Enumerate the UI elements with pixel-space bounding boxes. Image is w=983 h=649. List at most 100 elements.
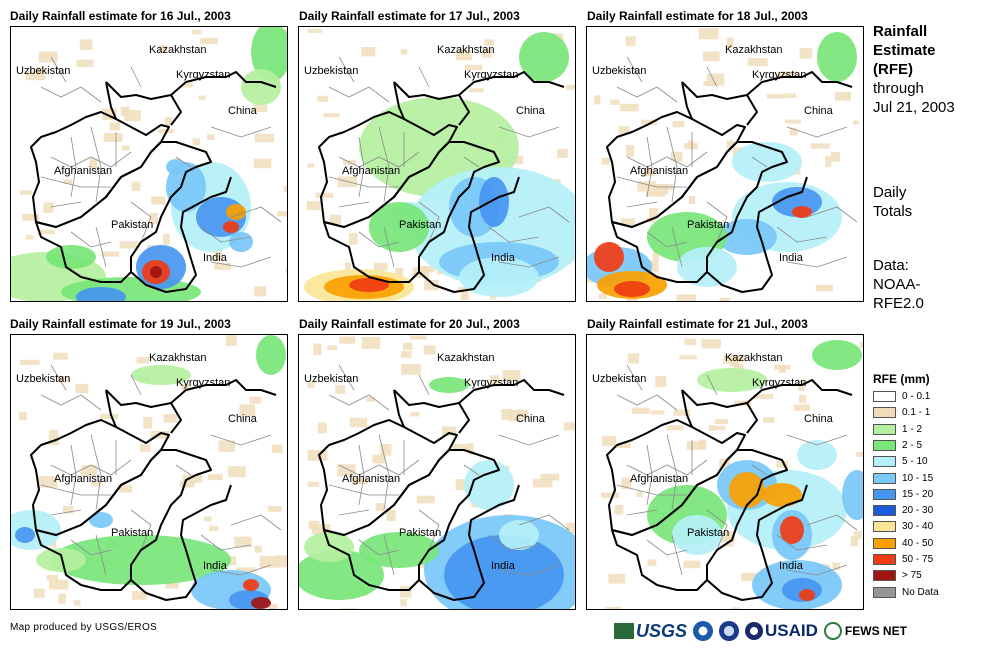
trace-rain-cell	[641, 119, 658, 125]
trace-rain-cell	[645, 191, 665, 197]
trace-rain-cell	[372, 454, 386, 464]
trace-rain-cell	[76, 59, 94, 68]
rainfall-area	[812, 340, 862, 370]
trace-rain-cell	[566, 522, 575, 534]
admin-boundary	[463, 464, 480, 476]
admin-boundary	[50, 201, 82, 208]
rainfall-area	[89, 512, 113, 528]
country-label-india: India	[491, 252, 515, 264]
rainfall-area	[349, 278, 389, 292]
admin-boundary	[358, 231, 400, 248]
trace-rain-cell	[605, 606, 622, 609]
trace-rain-cell	[666, 425, 684, 431]
trace-rain-cell	[132, 591, 147, 600]
trace-rain-cell	[121, 145, 130, 151]
trace-rain-cell	[38, 229, 55, 235]
trace-rain-cell	[209, 525, 219, 532]
country-label-afghanistan: Afghanistan	[54, 165, 113, 177]
trace-rain-cell	[835, 91, 851, 101]
country-label-china: China	[804, 413, 833, 425]
admin-boundary	[40, 86, 102, 103]
trace-rain-cell	[214, 262, 232, 270]
title-line-2: Estimate	[873, 42, 936, 59]
panel-title-16: Daily Rainfall estimate for 16 Jul., 200…	[10, 9, 231, 23]
legend-title: RFE (mm)	[873, 372, 930, 386]
admin-boundary	[706, 374, 718, 396]
rainfall-map-20: Kazakhstan Uzbekistan Kyrgyzstan China Afgha…	[298, 334, 576, 610]
country-label-kyrgyzstan: Kyrgyzstan	[464, 377, 519, 389]
data-line-3: RFE2.0	[873, 295, 924, 312]
admin-boundary	[210, 256, 272, 268]
trace-rain-cell	[563, 422, 575, 431]
rainfall-area	[166, 159, 186, 175]
trace-rain-cell	[400, 351, 412, 358]
admin-boundary	[328, 86, 390, 103]
trace-rain-cell	[726, 140, 734, 149]
trace-rain-cell	[283, 186, 287, 193]
panel-title-18: Daily Rainfall estimate for 18 Jul., 200…	[587, 9, 808, 23]
rainfall-area	[251, 597, 271, 609]
legend-swatch	[873, 570, 896, 582]
country-label-pakistan: Pakistan	[399, 527, 442, 539]
trace-rain-cell	[259, 555, 279, 568]
trace-rain-cell	[307, 381, 315, 388]
trace-rain-cell	[631, 407, 650, 414]
admin-boundary	[626, 364, 643, 391]
trace-rain-cell	[621, 477, 631, 489]
legend-swatch	[873, 423, 896, 435]
trace-rain-cell	[598, 293, 607, 299]
admin-boundary	[646, 231, 688, 248]
trace-rain-cell	[403, 342, 413, 350]
trace-rain-cell	[799, 394, 807, 404]
trace-rain-cell	[120, 106, 130, 116]
rainfall-area	[299, 550, 384, 600]
national-border	[681, 81, 693, 120]
legend-label: 20 - 30	[902, 505, 934, 517]
trace-rain-cell	[785, 119, 801, 124]
admin-boundary	[616, 484, 687, 496]
trace-rain-cell	[139, 444, 151, 452]
trace-rain-cell	[254, 286, 267, 297]
trace-rain-cell	[784, 93, 797, 98]
country-label-india: India	[203, 560, 227, 572]
national-border	[681, 71, 853, 100]
trace-rain-cell	[601, 157, 611, 165]
country-label-kyrgyzstan: Kyrgyzstan	[752, 377, 807, 389]
country-label-afghanistan: Afghanistan	[342, 165, 401, 177]
rainfall-area	[464, 460, 514, 510]
trace-rain-cell	[335, 385, 345, 394]
legend-label: 0.1 - 1	[902, 407, 931, 419]
trace-rain-cell	[501, 409, 513, 420]
panel-title-19: Daily Rainfall estimate for 19 Jul., 200…	[10, 317, 231, 331]
trace-rain-cell	[25, 70, 46, 81]
rainfall-area	[226, 204, 246, 220]
trace-rain-cell	[101, 251, 120, 257]
trace-rain-cell	[766, 94, 785, 99]
globe-icon	[823, 622, 842, 640]
trace-rain-cell	[43, 202, 54, 213]
trace-rain-cell	[204, 516, 212, 522]
trace-rain-cell	[656, 184, 669, 195]
admin-boundary	[70, 136, 77, 198]
rainfall-area	[76, 287, 126, 301]
trace-rain-cell	[625, 36, 636, 46]
country-label-china: China	[228, 413, 257, 425]
trace-rain-cell	[799, 48, 813, 59]
trace-rain-cell	[452, 443, 471, 452]
trace-rain-cell	[81, 465, 98, 477]
trace-rain-cell	[627, 353, 640, 364]
trace-rain-cell	[643, 169, 655, 177]
trace-rain-cell	[620, 103, 639, 112]
admin-boundary	[488, 226, 540, 243]
panel-title-21: Daily Rainfall estimate for 21 Jul., 200…	[587, 317, 808, 331]
admin-boundary	[358, 444, 365, 506]
national-border	[35, 449, 212, 591]
rainfall-area	[614, 281, 650, 297]
country-label-china: China	[804, 105, 833, 117]
admin-boundary	[488, 534, 540, 551]
admin-boundary	[646, 539, 688, 556]
admin-boundary	[518, 514, 570, 531]
rainfall-map-17: Kazakhstan Uzbekistan Kyrgyzstan China Afgha…	[298, 26, 576, 302]
rainfall-area	[304, 532, 354, 562]
trace-rain-cell	[254, 545, 262, 553]
